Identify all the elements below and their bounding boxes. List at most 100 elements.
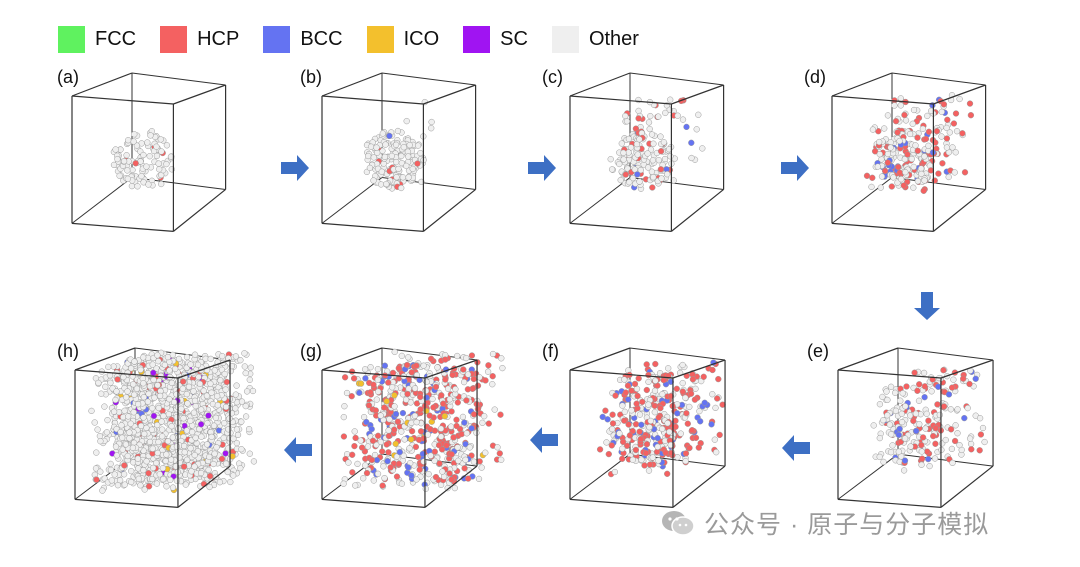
atom bbox=[670, 177, 677, 184]
atom bbox=[902, 169, 909, 176]
atom bbox=[241, 363, 248, 370]
box-edge bbox=[569, 72, 631, 97]
atom bbox=[398, 159, 405, 167]
atom bbox=[133, 385, 141, 392]
atom bbox=[943, 144, 951, 151]
atom bbox=[191, 463, 198, 470]
atom bbox=[926, 462, 933, 470]
atom bbox=[370, 381, 377, 388]
atom bbox=[977, 431, 985, 438]
atom bbox=[405, 385, 412, 392]
atom bbox=[159, 465, 167, 472]
atom bbox=[647, 112, 654, 120]
atom bbox=[340, 433, 348, 440]
atom bbox=[888, 431, 895, 438]
atom bbox=[379, 482, 386, 489]
atom bbox=[966, 100, 974, 107]
atom bbox=[485, 420, 492, 427]
atom bbox=[357, 437, 364, 444]
box-edge bbox=[321, 369, 426, 379]
atom bbox=[901, 435, 909, 442]
atom bbox=[895, 431, 902, 439]
atom bbox=[232, 353, 240, 360]
atom bbox=[869, 126, 877, 133]
box-edge bbox=[569, 222, 672, 232]
atom bbox=[246, 450, 253, 457]
atom bbox=[481, 413, 488, 420]
atom bbox=[401, 436, 408, 443]
atom bbox=[422, 485, 429, 492]
atom bbox=[425, 470, 432, 478]
atom bbox=[169, 434, 176, 441]
atom bbox=[164, 353, 172, 361]
atom bbox=[191, 397, 199, 404]
atom bbox=[145, 470, 152, 477]
atom bbox=[381, 362, 389, 369]
atom bbox=[133, 142, 141, 149]
atom bbox=[625, 149, 632, 156]
atom bbox=[375, 388, 382, 395]
atom bbox=[366, 164, 374, 172]
atom bbox=[960, 375, 967, 382]
atom bbox=[910, 163, 917, 171]
atom bbox=[609, 425, 616, 433]
atom bbox=[716, 431, 723, 439]
atom bbox=[976, 415, 984, 422]
box-edge bbox=[321, 72, 383, 97]
atom bbox=[444, 385, 452, 392]
atom bbox=[417, 393, 424, 401]
atom bbox=[632, 446, 640, 454]
atom bbox=[238, 418, 245, 425]
atom bbox=[688, 139, 695, 146]
box-edge bbox=[321, 347, 383, 371]
atom bbox=[137, 366, 144, 373]
atom bbox=[211, 450, 218, 457]
panel-b: (b) bbox=[300, 67, 477, 232]
atom bbox=[208, 433, 215, 441]
atom bbox=[688, 427, 696, 434]
atom bbox=[451, 484, 458, 492]
atom bbox=[667, 441, 674, 449]
atom bbox=[243, 388, 251, 395]
atom bbox=[928, 388, 935, 395]
atom bbox=[863, 172, 871, 179]
atom bbox=[130, 381, 137, 388]
atom bbox=[415, 453, 422, 461]
atom bbox=[227, 478, 234, 486]
atom bbox=[420, 458, 427, 465]
atom bbox=[377, 438, 385, 446]
watermark-text: 公众号 · 原子与分子模拟 bbox=[704, 511, 990, 539]
atom bbox=[424, 431, 432, 438]
atom bbox=[155, 358, 162, 365]
atom bbox=[667, 153, 674, 160]
atom bbox=[180, 415, 187, 422]
atom bbox=[93, 476, 100, 483]
atom bbox=[948, 445, 956, 453]
box-edge bbox=[837, 369, 942, 379]
atom bbox=[711, 436, 718, 443]
atom bbox=[654, 434, 661, 442]
atom bbox=[489, 381, 496, 388]
atom bbox=[921, 153, 928, 160]
atom bbox=[918, 170, 925, 178]
atom bbox=[607, 156, 614, 163]
atom bbox=[657, 166, 665, 173]
atom bbox=[679, 116, 687, 123]
atom bbox=[464, 371, 472, 378]
atom bbox=[497, 411, 504, 418]
atom bbox=[476, 458, 483, 465]
atom bbox=[150, 464, 157, 472]
atom bbox=[979, 424, 987, 432]
atom bbox=[385, 379, 392, 386]
atom bbox=[412, 443, 420, 451]
atom bbox=[695, 111, 702, 118]
atom bbox=[623, 442, 631, 449]
atom bbox=[246, 376, 253, 383]
legend-item-fcc: FCC bbox=[58, 25, 136, 53]
atom bbox=[400, 452, 407, 459]
atom bbox=[482, 449, 489, 456]
atom bbox=[212, 414, 220, 421]
atom bbox=[159, 426, 166, 433]
atom bbox=[192, 402, 199, 410]
atom bbox=[118, 422, 125, 429]
